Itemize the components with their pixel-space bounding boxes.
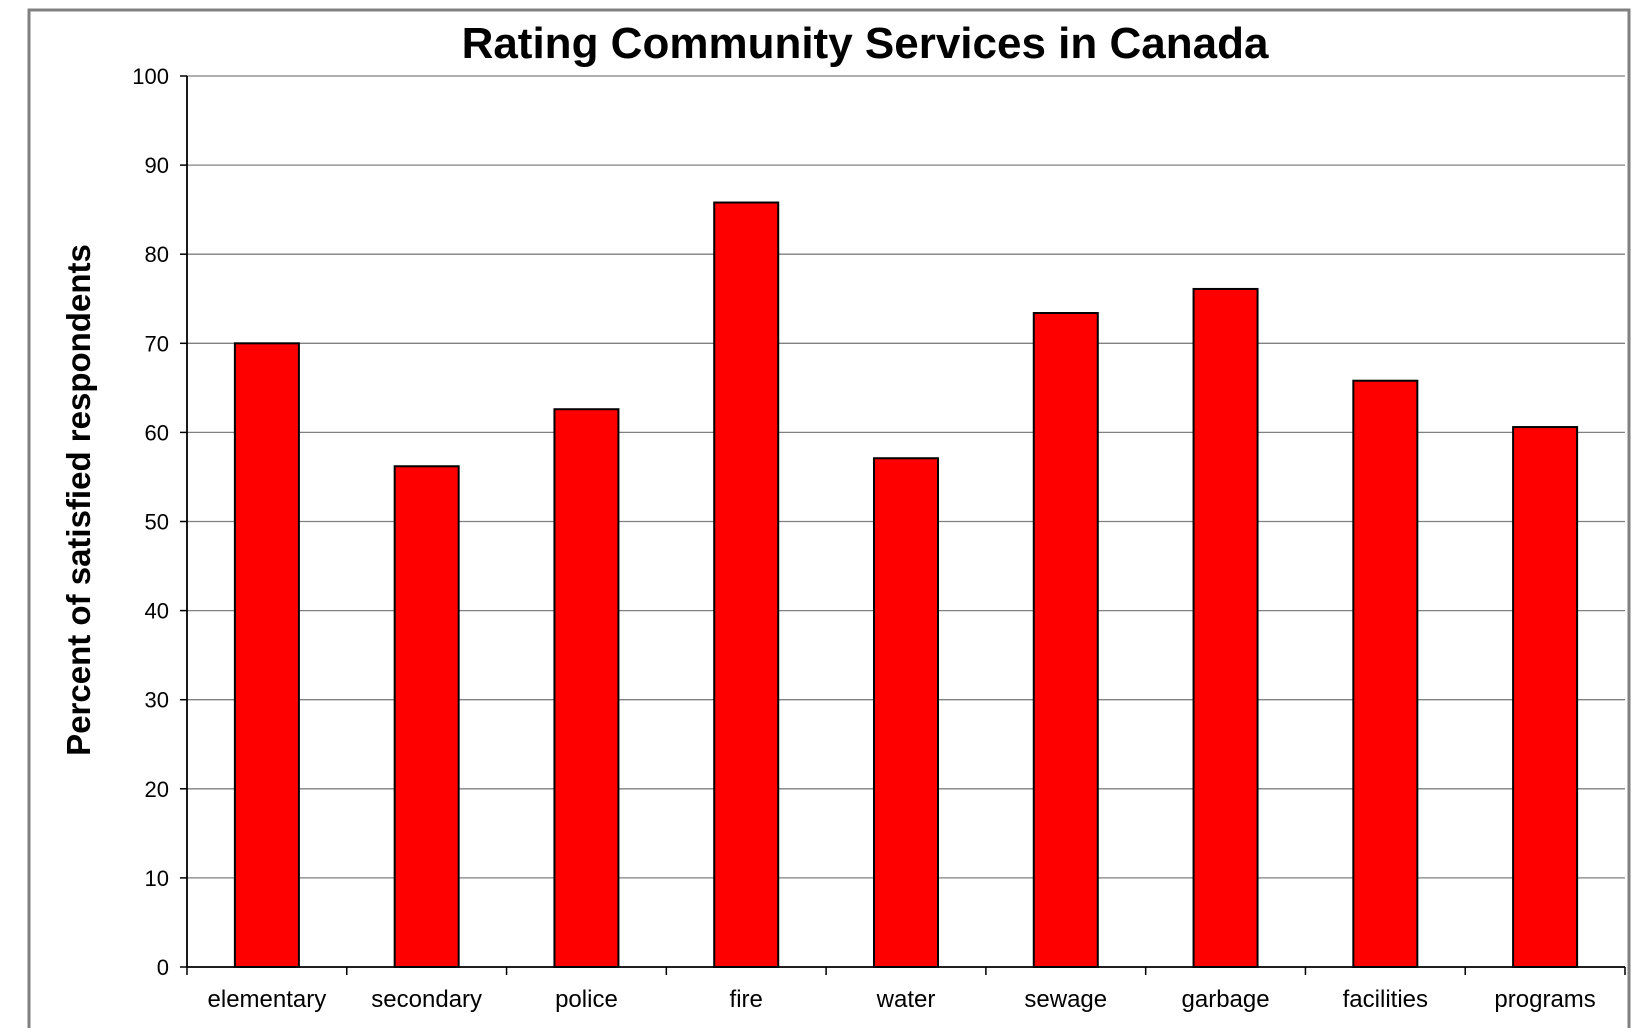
y-tick-label: 80 (145, 242, 169, 267)
bars (233, 201, 1579, 969)
x-tick-label: garbage (1182, 986, 1270, 1013)
x-tick-label: fire (730, 986, 763, 1013)
x-tick-label: programs (1494, 986, 1595, 1013)
bar-secondary (393, 465, 460, 968)
y-tick-label: 30 (145, 688, 169, 713)
bar-garbage (1192, 287, 1259, 969)
x-tick-label: water (876, 986, 936, 1013)
y-tick-label: 90 (145, 153, 169, 178)
x-tick-labels: elementary secondary police fire water sewage… (208, 986, 1596, 1013)
x-tick-label: police (555, 986, 618, 1013)
y-tick-label: 50 (145, 510, 169, 535)
y-axis-label: Percent of satisfied respondents (60, 244, 97, 756)
y-tick-label: 20 (145, 777, 169, 802)
bar-sewage (1032, 312, 1099, 969)
y-tick-label: 60 (145, 420, 169, 445)
x-tick-label: sewage (1024, 986, 1107, 1013)
y-tick-labels: 0 10 20 30 40 50 60 70 80 90 100 (132, 64, 169, 980)
bar-programs (1512, 426, 1579, 968)
axes (180, 75, 1626, 975)
y-tick-label: 0 (157, 955, 169, 980)
y-tick-label: 100 (132, 64, 169, 89)
x-tick-label: facilities (1343, 986, 1428, 1013)
bar-facilities (1352, 379, 1419, 968)
bar-water (873, 457, 939, 968)
bar-elementary (233, 342, 300, 968)
bar-police (553, 408, 620, 968)
x-tick-label: elementary (208, 986, 327, 1013)
y-tick-label: 70 (145, 331, 169, 356)
x-tick-label: secondary (371, 986, 482, 1013)
bar-fire (713, 201, 780, 969)
chart-title: Rating Community Services in Canada (462, 19, 1269, 68)
y-tick-label: 10 (145, 866, 169, 891)
y-tick-label: 40 (145, 599, 169, 624)
